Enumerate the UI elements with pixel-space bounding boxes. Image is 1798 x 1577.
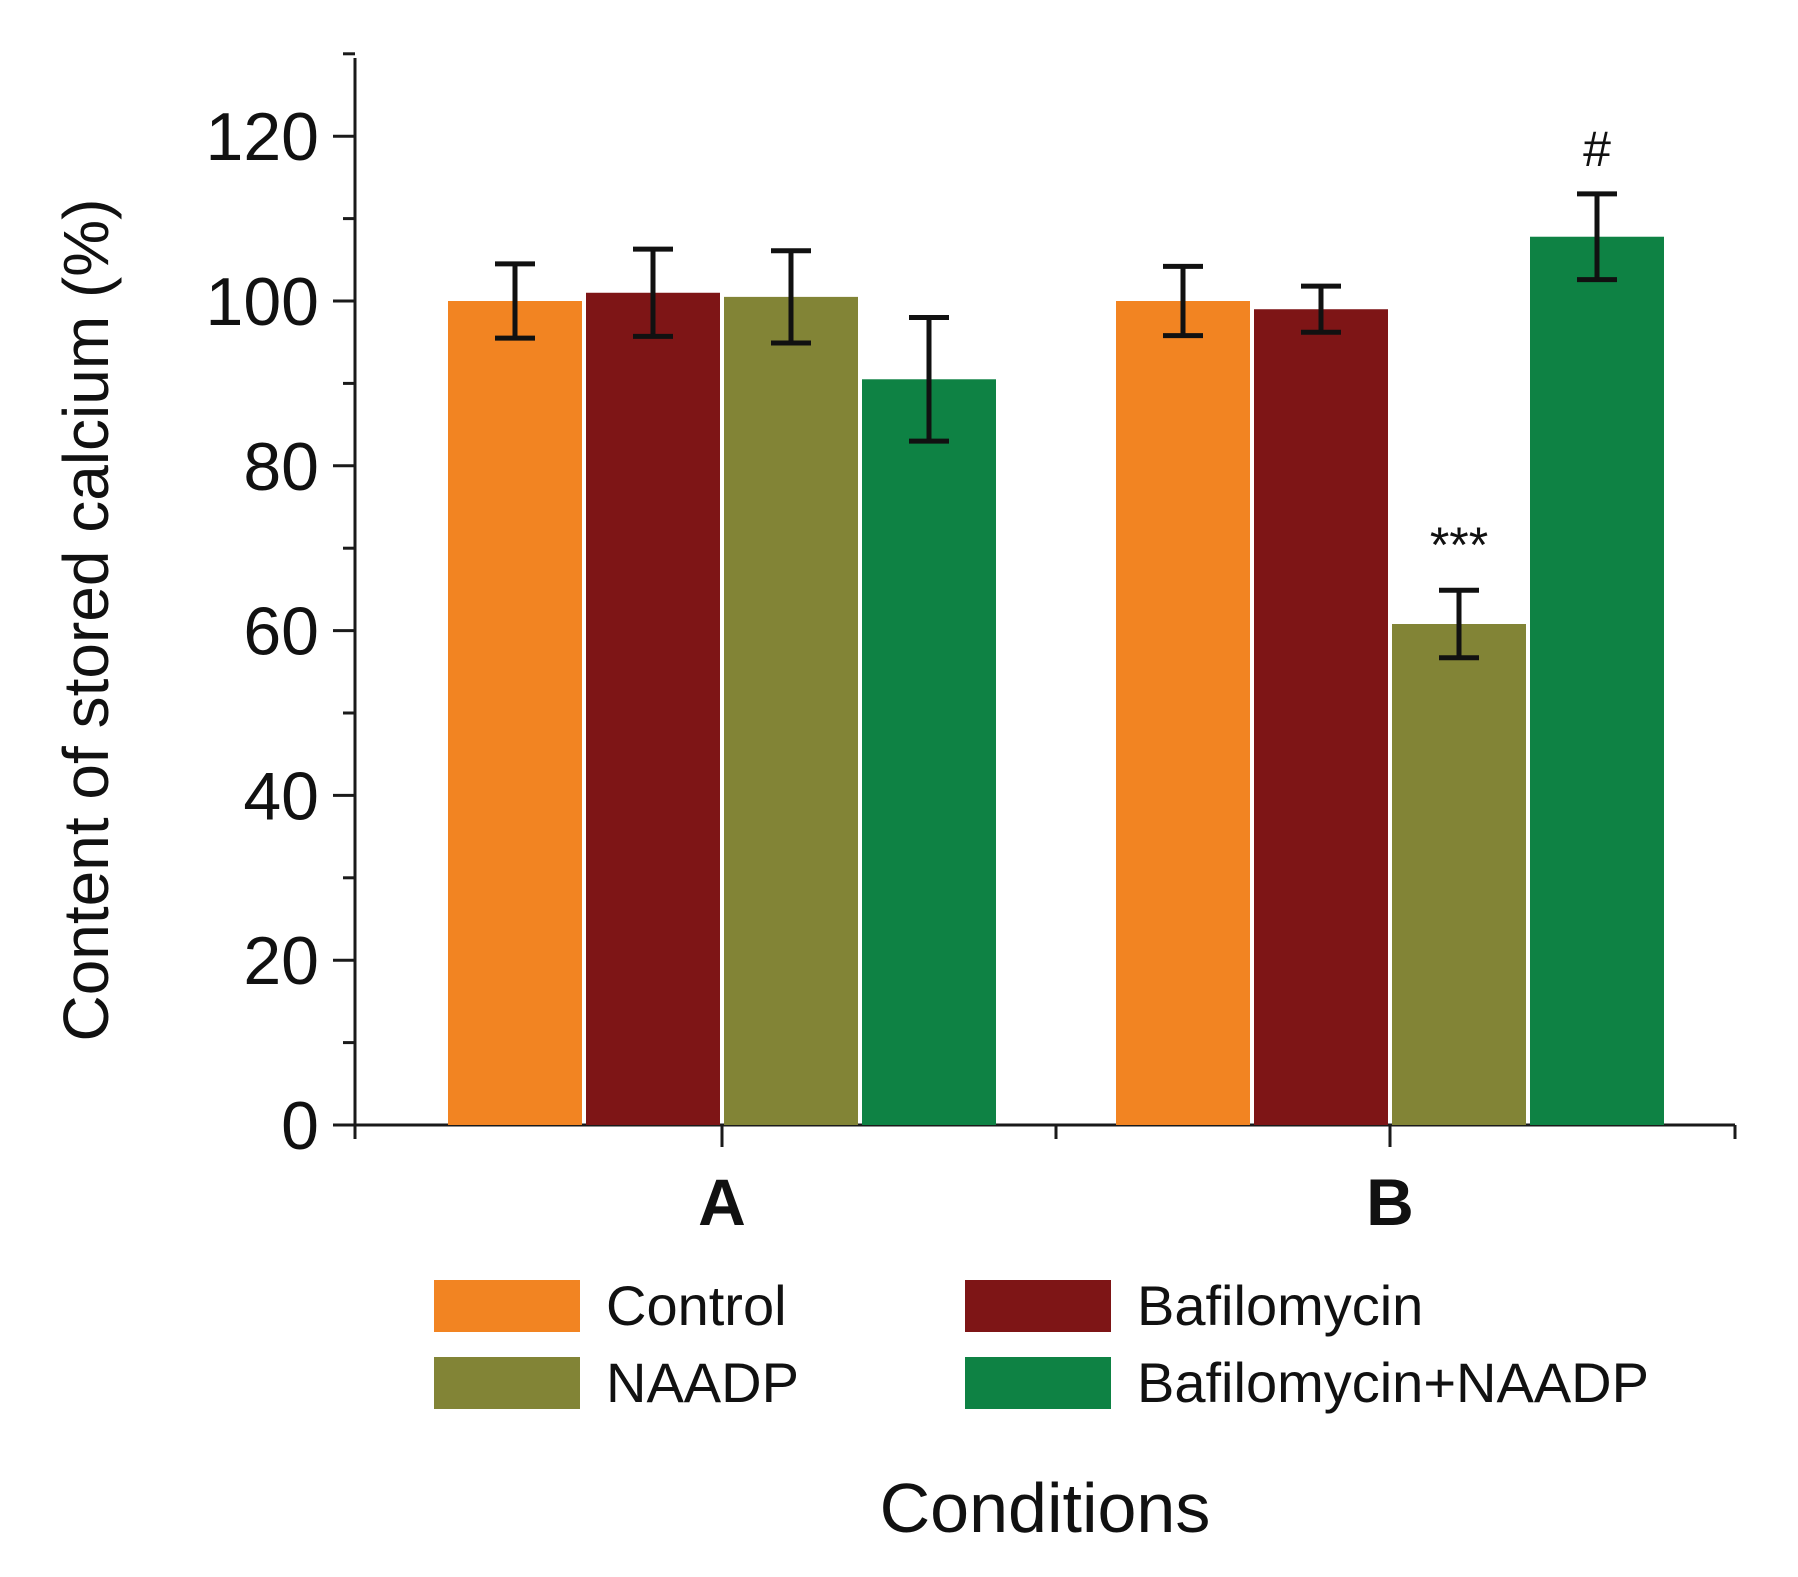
y-tick-label: 100 (206, 264, 319, 340)
legend-swatch (434, 1280, 580, 1332)
legend: Control Bafilomycin NAADP Bafilomycin+NAADP (434, 1274, 1649, 1414)
bar (1530, 236, 1664, 1125)
y-tick-label: 20 (243, 923, 319, 999)
x-category-label: A (698, 1165, 746, 1239)
x-axis-title: Conditions (880, 1469, 1211, 1547)
y-tick-label: 40 (243, 758, 319, 834)
significance-annotation: # (1583, 121, 1611, 177)
legend-swatch (434, 1357, 580, 1409)
significance-annotation: *** (1430, 517, 1488, 573)
y-axis-title: Content of stored calcium (%) (50, 199, 122, 1042)
legend-swatch (965, 1357, 1111, 1409)
legend-swatch (965, 1280, 1111, 1332)
legend-label: NAADP (606, 1351, 799, 1414)
y-tick-label: 60 (243, 594, 319, 670)
legend-label: Bafilomycin (1137, 1274, 1423, 1337)
bar (1116, 301, 1250, 1125)
legend-label: Control (606, 1274, 787, 1337)
bar (448, 301, 582, 1125)
bar (862, 379, 996, 1125)
legend-label: Bafilomycin+NAADP (1137, 1351, 1649, 1414)
bar (1254, 309, 1388, 1125)
plot-area: 0 20 40 60 80 100 120 A B *** # (206, 52, 1737, 1239)
bar (586, 292, 720, 1125)
y-tick-label: 0 (281, 1088, 319, 1164)
x-category-label: B (1366, 1165, 1414, 1239)
bar (724, 296, 858, 1125)
y-tick-label: 120 (206, 99, 319, 175)
bar (1392, 624, 1526, 1125)
y-tick-label: 80 (243, 429, 319, 505)
